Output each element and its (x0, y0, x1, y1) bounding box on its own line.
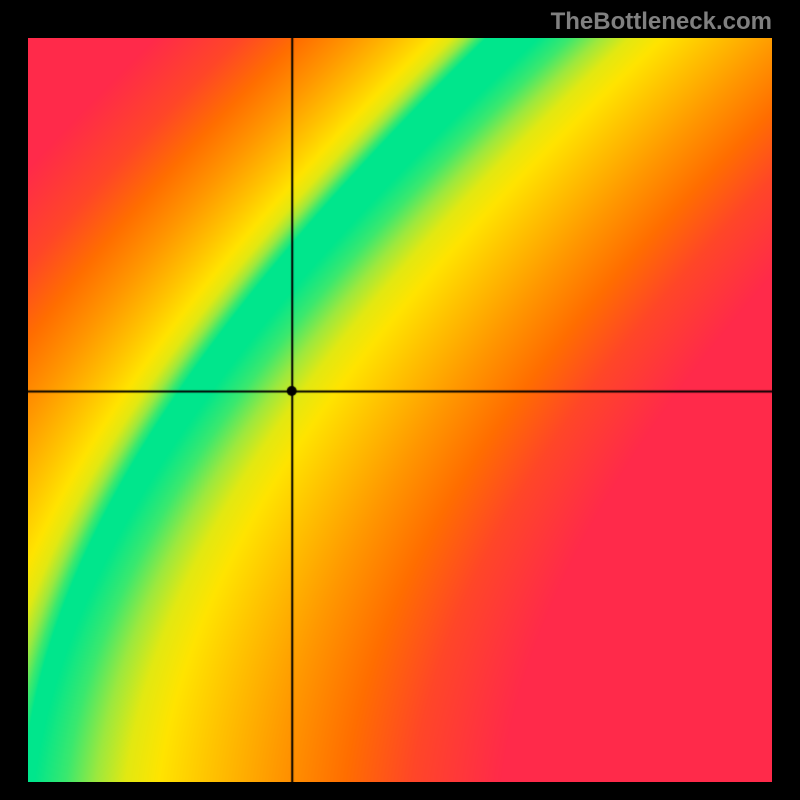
bottleneck-heatmap (28, 38, 772, 782)
watermark-text: TheBottleneck.com (551, 8, 772, 36)
chart-container: TheBottleneck.com (0, 0, 800, 800)
